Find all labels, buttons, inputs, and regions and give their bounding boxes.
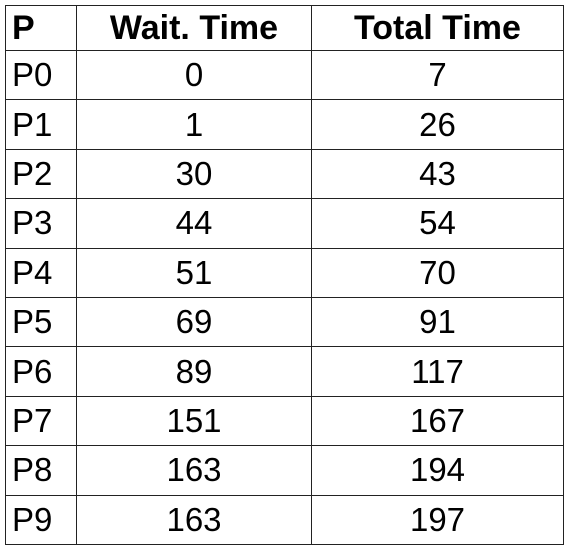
process-table: P Wait. Time Total Time P0 0 7 P1 1 26 P… — [5, 5, 564, 546]
table-row: P1 1 26 — [5, 99, 564, 150]
table-row: P4 51 70 — [5, 247, 564, 298]
process-cell: P3 — [5, 198, 77, 249]
process-cell: P5 — [5, 296, 77, 348]
wait-time-cell: 69 — [76, 296, 312, 348]
table-header-row: P Wait. Time Total Time — [5, 5, 564, 51]
wait-time-cell: 1 — [76, 99, 312, 150]
total-time-cell: 43 — [311, 148, 564, 200]
table-row: P3 44 54 — [5, 198, 564, 249]
header-process: P — [5, 5, 77, 51]
table-row: P7 151 167 — [5, 395, 564, 447]
total-time-cell: 167 — [311, 395, 564, 447]
process-cell: P1 — [5, 99, 77, 150]
total-time-cell: 197 — [311, 494, 564, 546]
header-total-time: Total Time — [311, 5, 564, 51]
total-time-cell: 26 — [311, 99, 564, 150]
process-cell: P6 — [5, 346, 77, 397]
wait-time-cell: 151 — [76, 395, 312, 447]
wait-time-cell: 51 — [76, 247, 312, 298]
table-row: P8 163 194 — [5, 445, 564, 496]
table-row: P9 163 197 — [5, 494, 564, 546]
total-time-cell: 117 — [311, 346, 564, 397]
table-row: P2 30 43 — [5, 148, 564, 200]
wait-time-cell: 30 — [76, 148, 312, 200]
total-time-cell: 194 — [311, 445, 564, 496]
process-cell: P7 — [5, 395, 77, 447]
process-cell: P8 — [5, 445, 77, 496]
total-time-cell: 91 — [311, 296, 564, 348]
process-table-container: P Wait. Time Total Time P0 0 7 P1 1 26 P… — [5, 5, 564, 546]
total-time-cell: 7 — [311, 49, 564, 101]
total-time-cell: 54 — [311, 198, 564, 249]
total-time-cell: 70 — [311, 247, 564, 298]
wait-time-cell: 163 — [76, 445, 312, 496]
header-wait-time: Wait. Time — [76, 5, 312, 51]
process-cell: P9 — [5, 494, 77, 546]
table-row: P5 69 91 — [5, 296, 564, 348]
table-row: P0 0 7 — [5, 49, 564, 101]
wait-time-cell: 163 — [76, 494, 312, 546]
wait-time-cell: 89 — [76, 346, 312, 397]
process-cell: P2 — [5, 148, 77, 200]
wait-time-cell: 44 — [76, 198, 312, 249]
process-cell: P0 — [5, 49, 77, 101]
table-row: P6 89 117 — [5, 346, 564, 397]
wait-time-cell: 0 — [76, 49, 312, 101]
process-cell: P4 — [5, 247, 77, 298]
